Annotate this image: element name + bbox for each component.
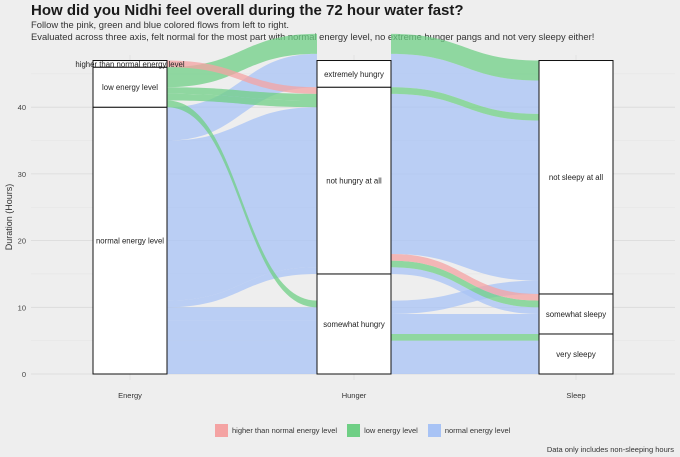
stratum-box-normal-energy-level xyxy=(92,106,168,375)
stratum-label-higher-than-normal-energy-level: higher than normal energy level xyxy=(75,60,184,69)
flow-higher-0 xyxy=(167,60,317,94)
stratum-box-not-hungry-at-all xyxy=(316,86,392,275)
y-tick-label: 20 xyxy=(18,237,26,246)
stratum-label-normal-energy-level: normal energy level xyxy=(96,237,164,246)
legend-label-low: low energy level xyxy=(364,426,418,435)
y-tick-label: 40 xyxy=(18,103,26,112)
legend-label-normal: normal energy level xyxy=(444,426,511,435)
flow-normal-0 xyxy=(167,267,317,308)
flow-low-1 xyxy=(391,87,539,121)
stratum-label-not-hungry-at-all: not hungry at all xyxy=(326,177,382,186)
flow-normal-0 xyxy=(167,307,317,321)
legend-swatch-normal xyxy=(427,424,441,437)
x-axis-label-hunger: Hunger xyxy=(342,391,367,400)
flow-low-1 xyxy=(391,333,539,341)
x-axis-label-energy: Energy xyxy=(118,391,142,400)
flow-normal-1 xyxy=(391,280,539,314)
y-tick-label: 10 xyxy=(18,303,26,312)
stratum-label-very-sleepy: very sleepy xyxy=(556,350,596,359)
flow-higher-1 xyxy=(391,253,539,301)
stratum-box-extremely-hungry xyxy=(316,60,392,88)
flow-normal-1 xyxy=(391,340,539,374)
stratum-box-somewhat-sleepy xyxy=(538,293,614,335)
y-tick-label: 30 xyxy=(18,170,26,179)
flow-normal-1 xyxy=(391,267,539,314)
subtitle-line-1: Follow the pink, green and blue colored … xyxy=(31,19,289,30)
flow-low-0 xyxy=(167,100,317,308)
flow-low-0 xyxy=(167,93,317,108)
stratum-box-higher-than-normal-energy-level xyxy=(92,60,168,68)
legend-swatch-higher xyxy=(215,424,228,437)
legend-item-higher: higher than normal energy level xyxy=(215,424,337,437)
flow-normal-0 xyxy=(167,320,317,341)
legend-item-normal: normal energy level xyxy=(427,424,511,437)
y-axis-title: Duration (Hours) xyxy=(4,184,14,251)
legend-label-higher: higher than normal energy level xyxy=(232,426,338,435)
chart-title: How did you Nidhi feel overall during th… xyxy=(31,2,464,19)
legend-swatch-low xyxy=(347,424,361,437)
flow-low-1 xyxy=(391,33,539,81)
flow-normal-0 xyxy=(167,340,317,374)
stratum-label-not-sleepy-at-all: not sleepy at all xyxy=(549,173,603,182)
flow-low-0 xyxy=(167,33,317,88)
x-axis-label-sleep: Sleep xyxy=(566,391,585,400)
stratum-box-not-sleepy-at-all xyxy=(538,60,614,295)
legend: higher than normal energy level low ener… xyxy=(215,424,514,437)
stratum-label-somewhat-hungry: somewhat hungry xyxy=(323,320,385,329)
stratum-box-low-energy-level xyxy=(92,66,168,108)
legend-item-low: low energy level xyxy=(347,424,418,437)
y-tick-label: 0 xyxy=(22,370,26,379)
stratum-label-low-energy-level: low energy level xyxy=(102,83,158,92)
flow-normal-1 xyxy=(391,313,539,334)
stratum-label-extremely-hungry: extremely hungry xyxy=(324,70,384,79)
stratum-label-somewhat-sleepy: somewhat sleepy xyxy=(546,310,606,319)
flow-low-1 xyxy=(391,260,539,308)
stratum-box-very-sleepy xyxy=(538,333,614,375)
stratum-box-somewhat-hungry xyxy=(316,273,392,375)
chart-caption: Data only includes non-sleeping hours xyxy=(546,445,674,454)
flow-normal-1 xyxy=(391,93,539,281)
flow-low-0 xyxy=(167,87,317,101)
flow-normal-1 xyxy=(391,53,539,114)
